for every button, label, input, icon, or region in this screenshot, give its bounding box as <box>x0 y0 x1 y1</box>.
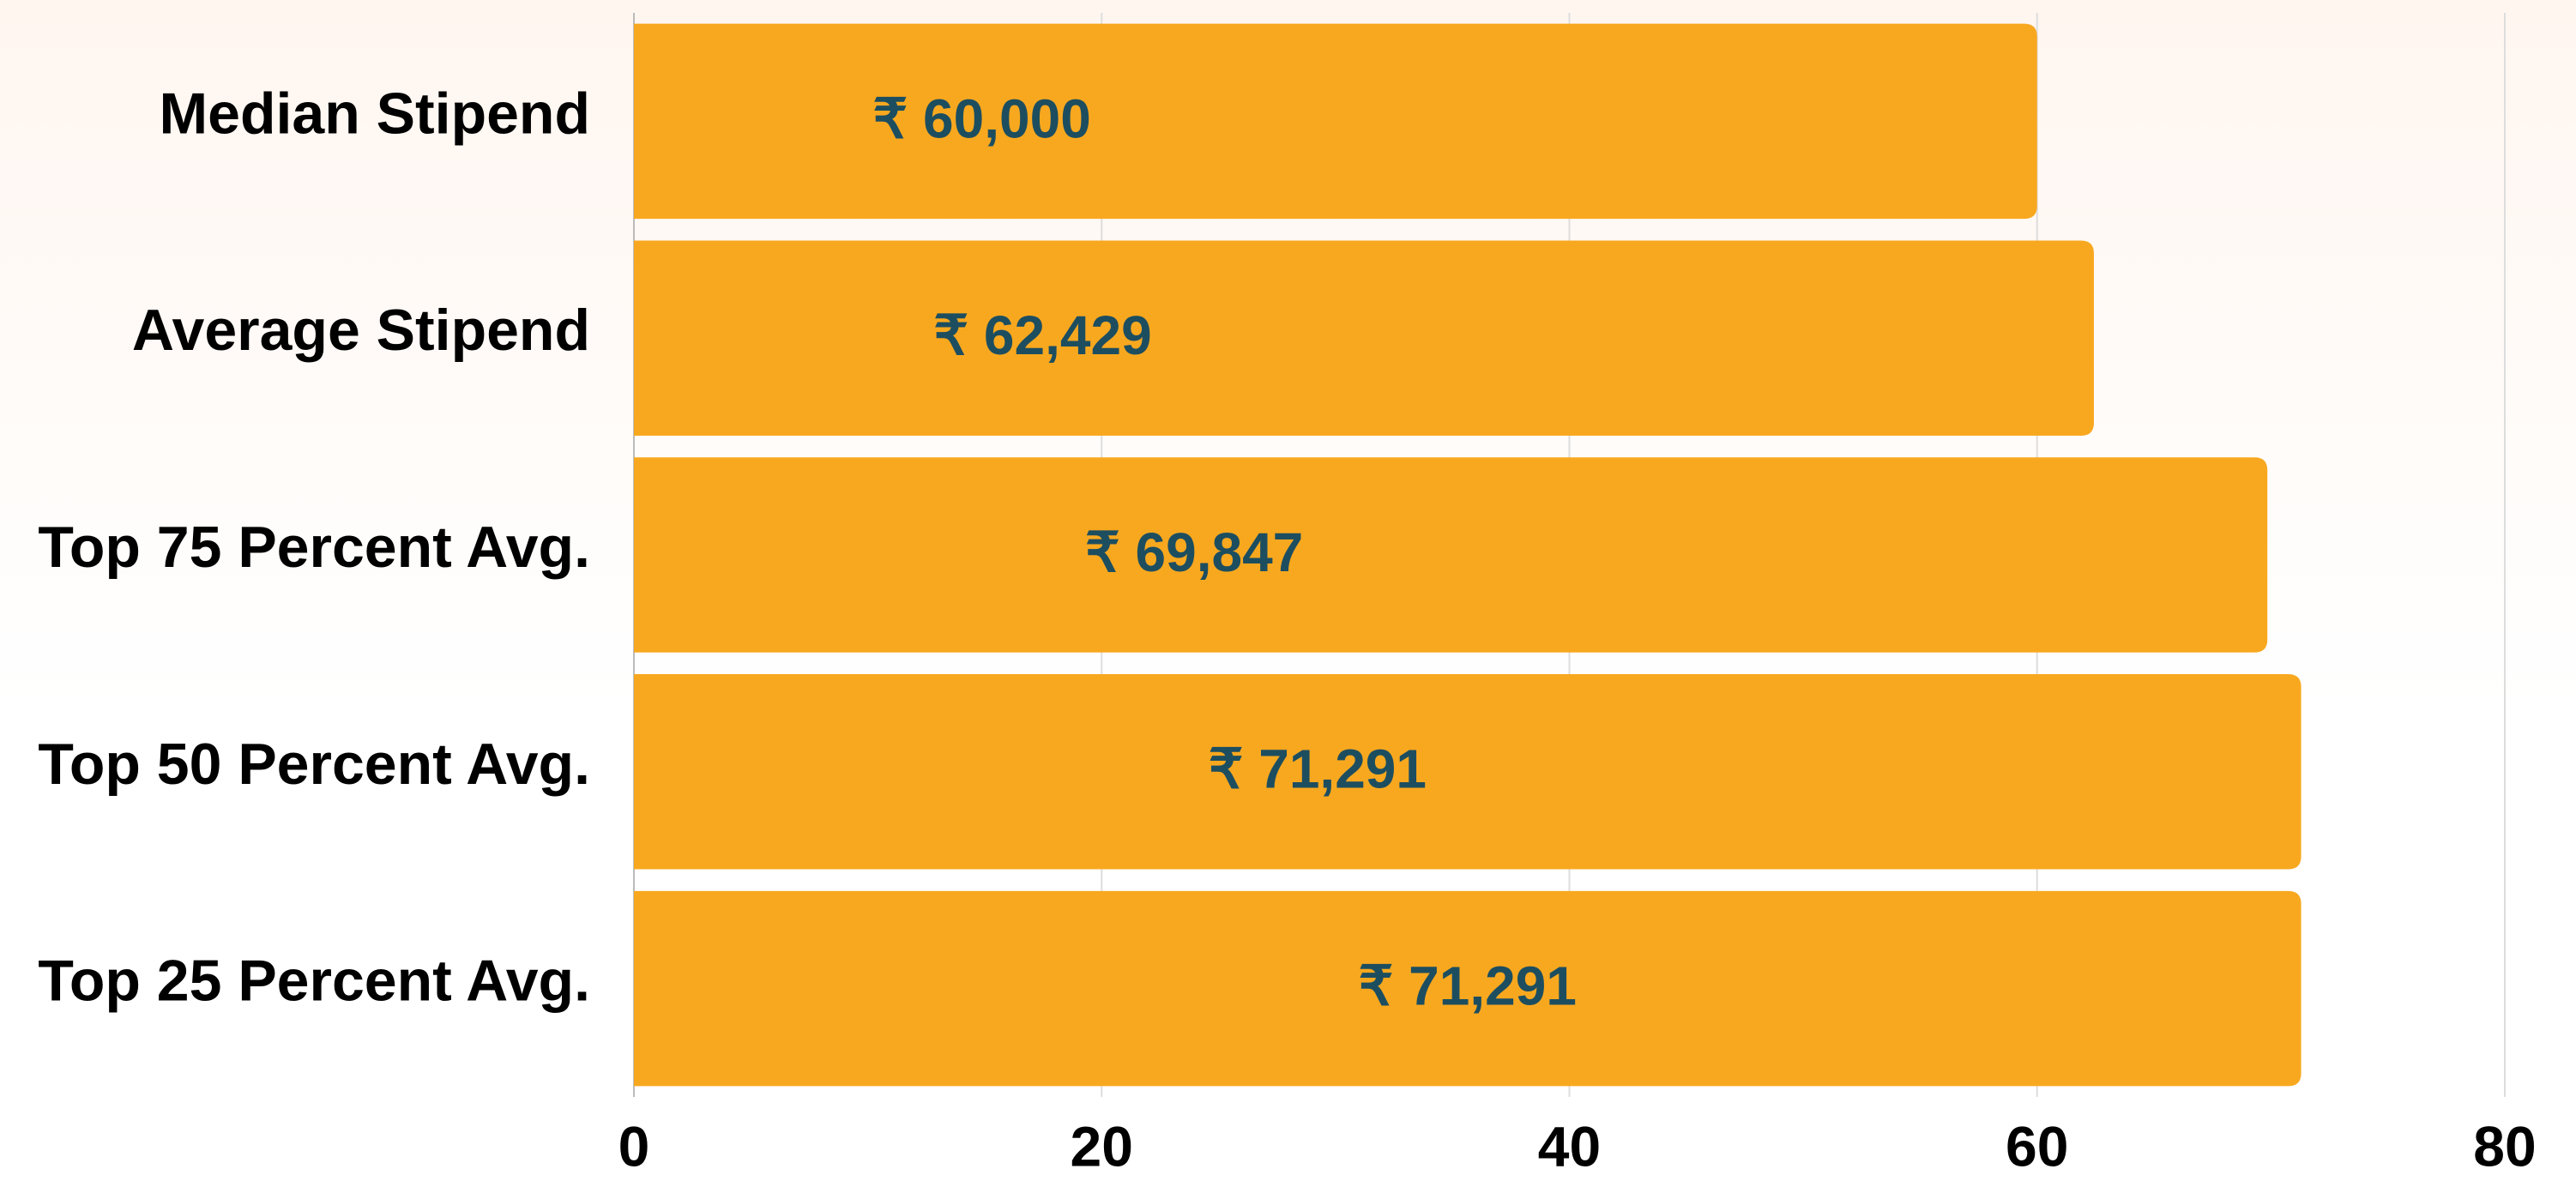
x-tick-label: 80 <box>2473 1114 2536 1178</box>
value-label: ₹ 71,291 <box>1359 955 1577 1017</box>
value-label: ₹ 71,291 <box>1209 738 1427 800</box>
x-tick-label: 20 <box>1071 1114 1133 1178</box>
bar <box>634 457 2268 653</box>
x-tick-label: 40 <box>1538 1114 1601 1178</box>
bar <box>634 240 2094 436</box>
y-tick-label: Top 25 Percent Avg. <box>38 949 590 1014</box>
y-tick-label: Median Stipend <box>160 81 590 146</box>
y-tick-label: Top 50 Percent Avg. <box>38 732 590 797</box>
value-label: ₹ 60,000 <box>873 87 1091 149</box>
y-tick-label: Top 75 Percent Avg. <box>38 515 590 580</box>
value-label: ₹ 62,429 <box>933 304 1151 366</box>
value-label: ₹ 69,847 <box>1085 521 1303 583</box>
bar <box>634 23 2037 220</box>
y-tick-label: Average Stipend <box>132 298 590 363</box>
x-tick-label: 60 <box>2006 1114 2068 1178</box>
bar <box>634 674 2302 870</box>
x-tick-label: 0 <box>618 1114 650 1178</box>
bar <box>634 890 2302 1087</box>
